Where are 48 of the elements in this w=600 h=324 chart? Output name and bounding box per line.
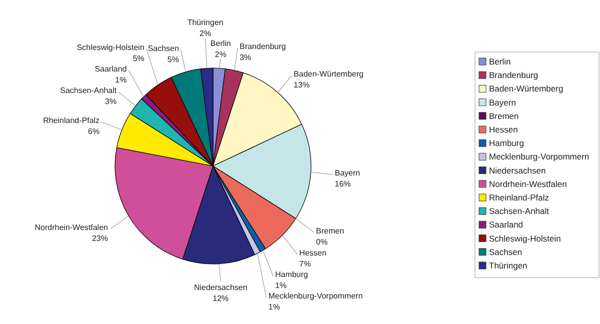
legend-label: Thüringen bbox=[489, 260, 528, 270]
slice-label: Schleswig-Holstein bbox=[76, 43, 144, 52]
legend-label: Mecklenburg-Vorpommern bbox=[489, 152, 590, 162]
legend-label: Niedersachsen bbox=[489, 165, 546, 176]
legend-label: Hamburg bbox=[489, 138, 524, 148]
slice-label: Thüringen bbox=[187, 18, 224, 28]
data-label: 13% bbox=[294, 80, 310, 90]
legend-label: Rheinland-Pfalz bbox=[489, 192, 550, 202]
legend-label: Sachsen-Anhalt bbox=[489, 206, 550, 216]
data-label: 1% bbox=[275, 281, 287, 290]
slice-label: Sachsen bbox=[148, 44, 179, 53]
slice-label: Baden-Würtemberg bbox=[294, 69, 364, 78]
legend-label: Schleswig-Holstein bbox=[489, 233, 562, 244]
category-label: Bremen bbox=[489, 110, 519, 121]
legend-label: Bremen bbox=[316, 226, 344, 236]
data-label: 12% bbox=[212, 294, 229, 303]
legend-label: Berlin bbox=[489, 56, 512, 66]
data-label: 3% bbox=[105, 97, 117, 106]
slice-label: Hamburg bbox=[275, 270, 308, 280]
slice-label: Niedersachsen bbox=[194, 282, 248, 292]
slice-label: Nordrhein-Westfalen bbox=[34, 223, 108, 232]
data-label: 7% bbox=[299, 259, 311, 268]
data-label: 2% bbox=[214, 50, 226, 60]
legend-label: Saarland bbox=[489, 220, 524, 230]
data-label: 16% bbox=[334, 180, 351, 189]
slice-label: Sachsen-Anhalt bbox=[60, 86, 118, 96]
legend-label: Bayern bbox=[489, 97, 516, 108]
slice-label: Berlin bbox=[210, 39, 231, 48]
legend-label: Baden-Würtemberg bbox=[489, 84, 564, 94]
slice-label: Brandenburg bbox=[240, 42, 286, 51]
legend-label: Hessen bbox=[489, 124, 518, 134]
data-label: 3% bbox=[240, 52, 252, 62]
slice-label: Mecklenburg-Vorpommern bbox=[268, 292, 363, 301]
data-label: 1% bbox=[268, 302, 280, 312]
data-label: 23% bbox=[92, 234, 108, 244]
slice-label: Bayern bbox=[334, 168, 360, 178]
slice-label: Rheinland-Pfalz bbox=[43, 116, 100, 126]
text: 0% bbox=[316, 237, 328, 246]
data-label: 6% bbox=[88, 127, 100, 136]
data-label: 5% bbox=[167, 54, 179, 64]
data-label: 1% bbox=[115, 76, 127, 85]
legend-label: Sachsen bbox=[489, 246, 522, 257]
legend-label: Brandenburg bbox=[489, 70, 538, 80]
data-label: 5% bbox=[132, 54, 144, 64]
slice-label: Saarland bbox=[94, 64, 127, 74]
slice-label: Hessen bbox=[299, 248, 326, 258]
legend-label: Nordrhein-Westfalen bbox=[489, 178, 568, 189]
data-label: 2% bbox=[200, 29, 212, 38]
